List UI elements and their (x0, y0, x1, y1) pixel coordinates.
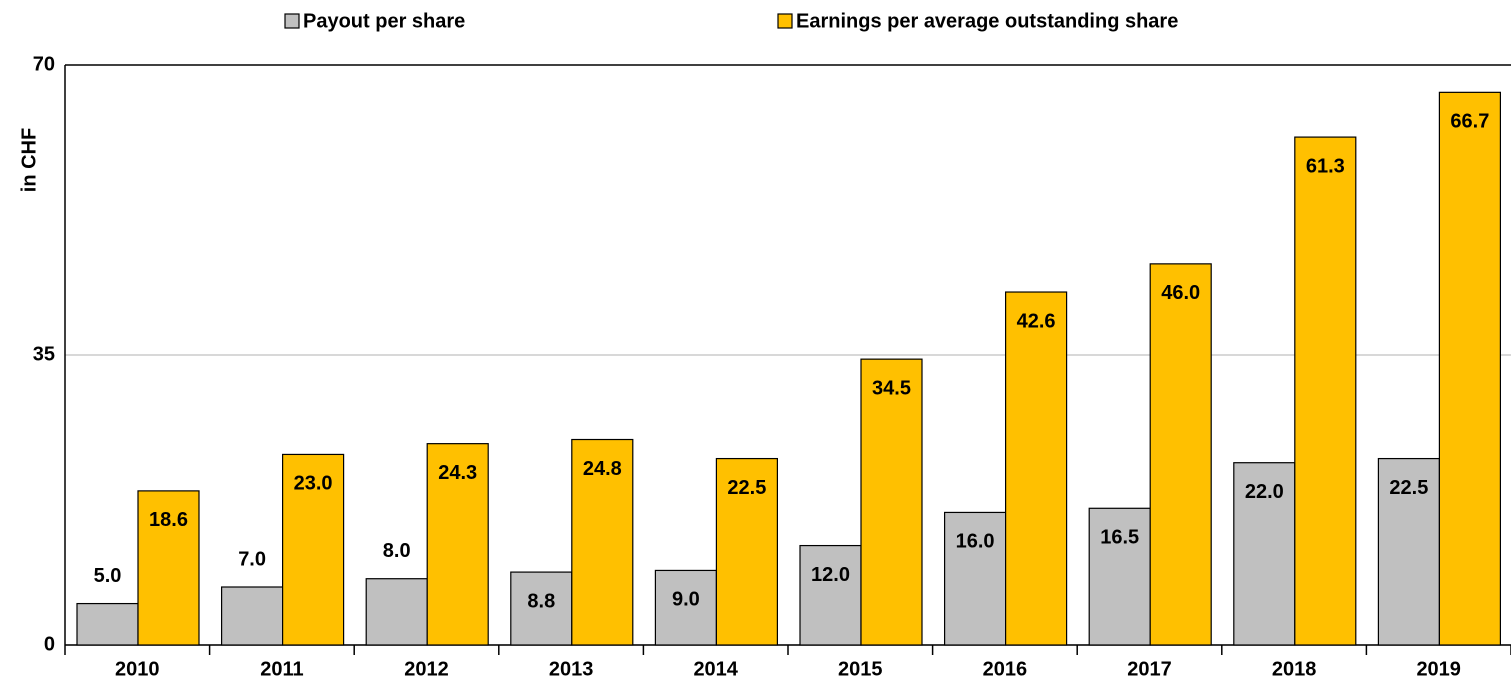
data-label: 5.0 (94, 565, 122, 587)
bar (137, 490, 200, 646)
data-label: 42.6 (1017, 310, 1056, 332)
x-tick-label: 2010 (115, 658, 160, 680)
x-tick-label: 2016 (983, 658, 1028, 680)
y-tick-label: 0 (44, 633, 55, 655)
legend-label: Earnings per average outstanding share (796, 10, 1178, 32)
bar (715, 457, 779, 646)
x-tick-label: 2012 (404, 658, 449, 680)
bar (1438, 91, 1502, 646)
data-label: 7.0 (238, 548, 266, 570)
x-tick-label: 2018 (1272, 658, 1317, 680)
x-tick-label: 2017 (1127, 658, 1172, 680)
data-label: 22.5 (727, 477, 766, 499)
data-label: 61.3 (1306, 155, 1345, 177)
bar (1004, 291, 1068, 646)
bar (76, 602, 139, 646)
data-label: 24.3 (438, 462, 477, 484)
x-tick-label: 2015 (838, 658, 883, 680)
y-tick-label: 70 (33, 53, 55, 75)
x-tick-label: 2019 (1416, 658, 1461, 680)
bar (282, 453, 345, 646)
bar (221, 586, 284, 646)
bar (654, 569, 718, 646)
bar (1294, 136, 1357, 646)
data-label: 34.5 (872, 377, 911, 399)
data-label: 16.5 (1100, 527, 1139, 549)
data-label: 8.0 (383, 540, 411, 562)
bar (571, 438, 634, 646)
legend-swatch (284, 13, 300, 29)
data-label: 22.5 (1389, 477, 1428, 499)
legend-label: Payout per share (303, 10, 465, 32)
bar (1377, 457, 1441, 646)
bar (426, 443, 489, 646)
y-axis-title: in CHF (18, 128, 40, 192)
data-label: 16.0 (956, 531, 995, 553)
bar (1233, 462, 1296, 646)
data-label: 22.0 (1245, 481, 1284, 503)
data-label: 24.8 (583, 458, 622, 480)
data-label: 18.6 (149, 509, 188, 531)
x-tick-label: 2011 (260, 658, 303, 680)
x-tick-label: 2014 (693, 658, 738, 680)
x-tick-label: 2013 (549, 658, 594, 680)
data-label: 9.0 (672, 589, 700, 611)
data-label: 66.7 (1450, 111, 1489, 133)
bar (510, 571, 573, 646)
data-label: 46.0 (1161, 282, 1200, 304)
bar (365, 578, 428, 646)
bar (860, 358, 923, 646)
data-label: 12.0 (811, 564, 850, 586)
y-tick-label: 35 (33, 343, 55, 365)
data-label: 23.0 (294, 473, 333, 495)
bar (1088, 507, 1151, 646)
bar (799, 544, 862, 646)
data-label: 8.8 (527, 590, 555, 612)
bar (943, 511, 1007, 646)
bar (1149, 263, 1212, 646)
legend-swatch (777, 13, 793, 29)
